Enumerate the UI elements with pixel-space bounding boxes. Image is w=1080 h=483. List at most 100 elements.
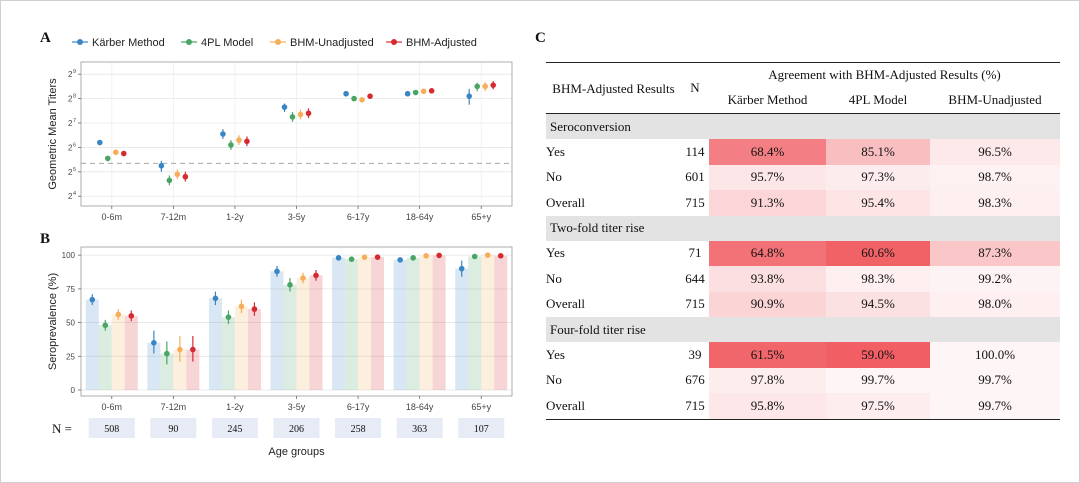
charts-svg: Kärber Method 4PL Model BHM-Unadjusted BHM-… [47,37,513,458]
point-b [300,275,306,281]
point-b [436,252,442,259]
point-b [212,295,219,302]
x-tick-label-b: 1-2y [226,402,244,412]
row-label: Overall [546,393,681,420]
y-tick-label-b: 0 [71,386,76,395]
agreement-cell: 90.9% [709,291,826,317]
point-b [102,322,109,329]
n-value: 245 [227,424,242,435]
point-a [305,110,312,117]
agreement-table-body: Seroconversion Yes 114 68.4% 85.1% 96.5% No 601… [546,113,1060,420]
section-title: Two-fold titer rise [546,215,1060,241]
agreement-cell: 98.7% [930,164,1060,190]
legend-label: BHM-Unadjusted [290,37,374,49]
y-tick-label-b: 100 [62,251,76,260]
section-title: Seroconversion [546,113,1060,139]
table-row: No 644 93.8% 98.3% 99.2% [546,266,1060,292]
point-b [497,253,504,259]
row-n: 715 [685,194,705,210]
point-b [151,340,157,346]
point-a [236,137,242,143]
bar [160,353,174,390]
agreement-cell: 59.0% [826,342,930,368]
point-b [374,254,381,260]
x-tick-label-b: 65+y [471,402,491,412]
point-a [104,155,111,162]
agreement-cell: 99.2% [930,266,1060,292]
point-a [289,114,296,120]
y-tick-exp-a: 9 [73,69,76,75]
agreement-cell: 97.5% [826,393,930,420]
header-results: BHM-Adjusted Results [546,62,681,114]
table-row: Yes 39 61.5% 59.0% 100.0% [546,342,1060,368]
panel-letter-c: C [535,30,546,46]
point-b [287,282,293,288]
panel-letter-a: A [40,30,51,46]
y-axis-label-a: Geometric Mean Titers [47,78,59,190]
point-b [115,311,122,318]
point-a [367,93,373,99]
row-label: Yes [546,346,565,362]
bar [309,275,323,390]
agreement-table: BHM-Adjusted Results N Agreement with BH… [546,62,1060,420]
point-a [220,131,226,137]
point-a [359,97,365,103]
point-b [128,313,135,319]
agreement-cell: 97.3% [826,164,930,190]
table-row: No 676 97.8% 99.7% 99.7% [546,367,1060,393]
point-a [351,95,357,102]
row-label: No [546,169,562,185]
bar [393,259,407,390]
point-a [281,104,288,110]
y-tick-exp-a: 4 [73,191,76,197]
bar [124,315,138,390]
n-value: 363 [412,424,427,435]
agreement-cell: 99.7% [930,393,1060,420]
table-row: Yes 114 68.4% 85.1% 96.5% [546,139,1060,165]
point-a [182,173,189,180]
agreement-cell: 87.3% [930,240,1060,266]
point-a [404,90,411,97]
bar [98,325,112,390]
agreement-cell: 68.4% [709,139,826,165]
bar [419,255,433,390]
bar [371,257,385,390]
point-a [420,88,427,95]
bar [481,255,495,390]
agreement-cell: 98.3% [826,266,930,292]
point-a [466,93,473,99]
table-row: Overall 715 91.3% 95.4% 98.3% [546,190,1060,216]
header-karber: Kärber Method [709,87,826,114]
agreement-cell: 96.5% [930,139,1060,165]
point-b [410,255,416,261]
point-b [274,268,280,275]
point-a [482,83,489,90]
point-b [313,272,319,279]
bar [345,259,359,390]
y-tick-label-a: 2 [68,119,73,128]
x-tick-label-b: 6-17y [347,402,370,412]
section-header-row: Four-fold titer rise [546,317,1060,342]
bar [406,257,420,390]
legend-marker [77,39,83,45]
legend-marker [186,39,192,45]
y-axis-label-b: Seroprevalence (%) [47,273,59,370]
bar [270,271,284,390]
x-tick-label-a: 7-12m [161,212,187,222]
row-n: 715 [685,296,705,312]
agreement-cell: 61.5% [709,342,826,368]
agreement-cell: 98.3% [930,190,1060,216]
legend-marker [391,39,397,45]
point-b [238,303,245,310]
point-b [361,254,368,260]
y-tick-exp-a: 5 [73,167,76,173]
legend-marker [275,39,281,45]
point-a [490,82,497,88]
n-value: 90 [168,424,178,435]
agreement-cell: 95.4% [826,190,930,216]
row-label: Overall [546,194,585,210]
point-a [158,162,165,169]
n-box [396,418,443,438]
header-bhm-unadjusted: BHM-Unadjusted [930,87,1060,114]
point-a [166,177,173,184]
